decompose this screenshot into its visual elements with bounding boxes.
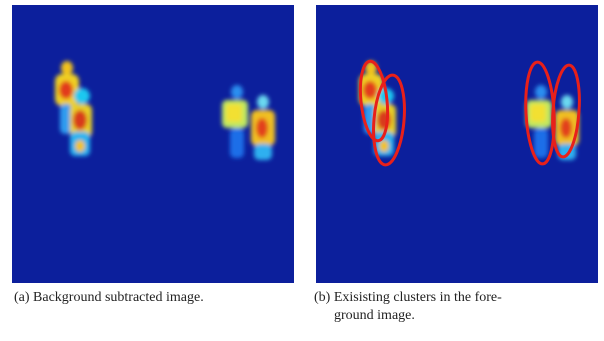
- caption-a: (a) Background subtracted image.: [14, 289, 204, 307]
- caption-line: (a) Background subtracted image.: [14, 289, 204, 307]
- page: {"figures": [ {"caption_lines": ["(a) Ba…: [0, 0, 604, 341]
- figure-images: [0, 0, 604, 290]
- caption-line: (b) Exisisting clusters in the fore-: [314, 289, 502, 307]
- caption-b: (b) Exisisting clusters in the fore- gro…: [314, 289, 502, 325]
- image-a: [12, 5, 294, 283]
- caption-line: ground image.: [314, 307, 502, 325]
